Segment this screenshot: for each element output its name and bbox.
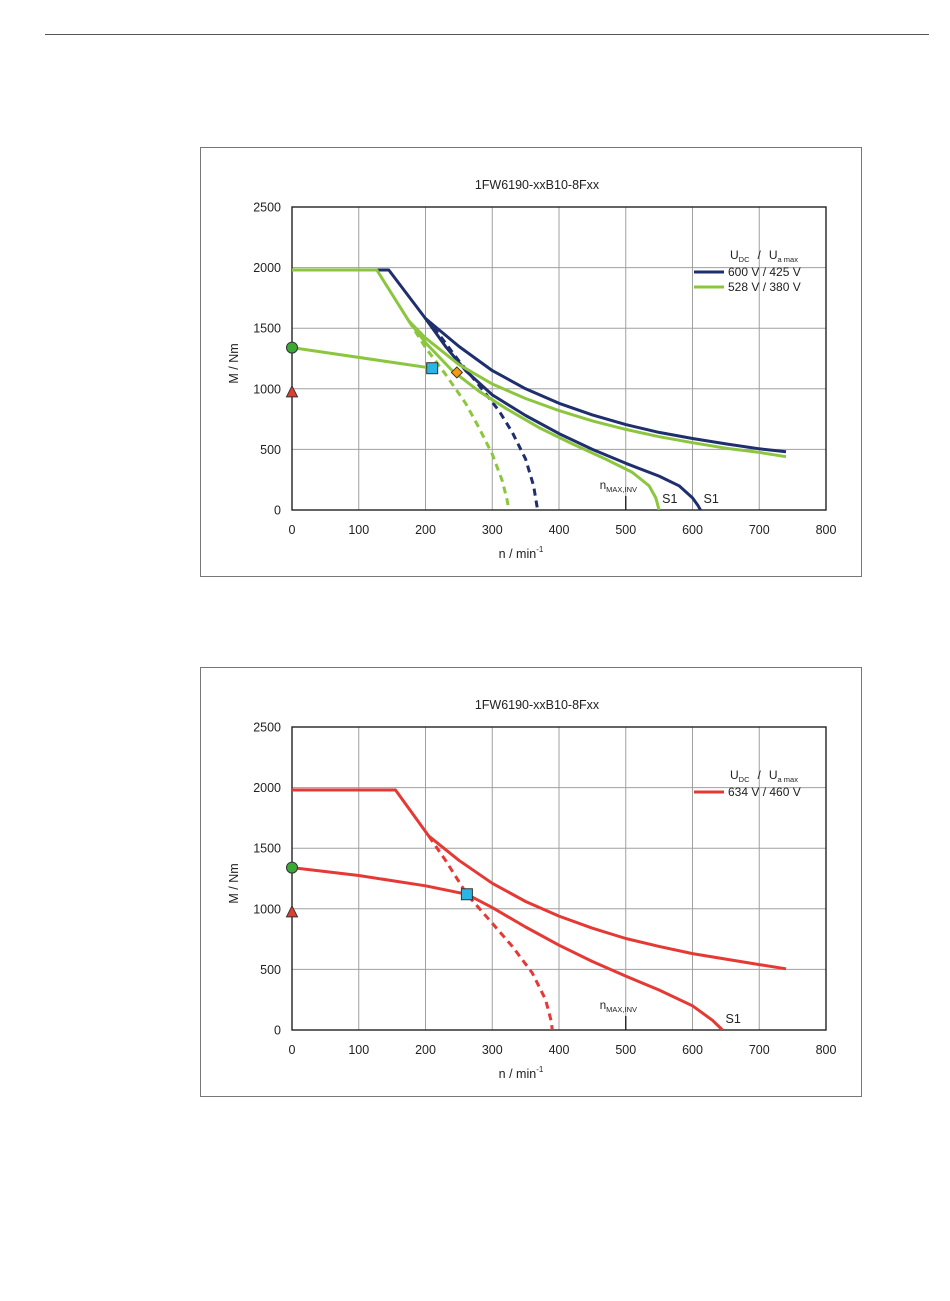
legend-header-u: U bbox=[730, 768, 739, 782]
series-1-curve-1-solid bbox=[407, 319, 661, 510]
legend-header-dc: DC bbox=[739, 255, 750, 264]
series-1-curve-2-dashed bbox=[407, 320, 511, 510]
nmax-label-sub: MAX,INV bbox=[606, 1005, 637, 1014]
series-0-curve-1-solid bbox=[424, 317, 702, 510]
x-tick-label: 400 bbox=[549, 1043, 570, 1057]
legend-header-amax: a max bbox=[778, 775, 799, 784]
y-tick-label: 500 bbox=[260, 963, 281, 977]
marker-triangle bbox=[285, 904, 299, 918]
series-1-curve-3-solid bbox=[292, 346, 433, 370]
x-tick-label: 600 bbox=[682, 523, 703, 537]
y-tick-label: 2000 bbox=[253, 261, 281, 275]
x-tick-label: 100 bbox=[348, 523, 369, 537]
chart-title: 1FW6190-xxB10-8Fxx bbox=[475, 698, 600, 712]
x-tick-label: 400 bbox=[549, 523, 570, 537]
nmax-label-sub: MAX,INV bbox=[606, 485, 637, 494]
x-tick-label: 800 bbox=[816, 523, 837, 537]
x-tick-label: 0 bbox=[289, 523, 296, 537]
y-tick-label: 2500 bbox=[253, 721, 281, 735]
legend-header-amax: a max bbox=[778, 255, 799, 264]
y-tick-label: 500 bbox=[260, 443, 281, 457]
x-tick-label: 300 bbox=[482, 523, 503, 537]
y-tick-label: 1500 bbox=[253, 842, 281, 856]
legend-header: UDC / Ua max bbox=[730, 248, 798, 264]
series-0-curve-1-solid bbox=[292, 866, 724, 1030]
chart-title: 1FW6190-xxB10-8Fxx bbox=[475, 178, 600, 192]
series-0-curve-0-solid bbox=[292, 268, 787, 454]
x-tick-label: 100 bbox=[348, 1043, 369, 1057]
nmax-label: nMAX,INV bbox=[600, 480, 637, 494]
y-tick-label: 1000 bbox=[253, 902, 281, 916]
marker-diamond bbox=[450, 366, 464, 379]
x-axis-label: n / min-1 bbox=[499, 545, 544, 561]
top-rule bbox=[45, 34, 929, 35]
legend-header-dc: DC bbox=[739, 775, 750, 784]
legend-entry-label: 600 V / 425 V bbox=[728, 265, 801, 279]
nmax-label-n: n bbox=[600, 480, 606, 492]
marker-circle bbox=[286, 341, 298, 354]
chart-torque-speed-1: 1FW6190-xxB10-8Fxx 0 100 200 300 400 500 600 700… bbox=[200, 147, 862, 577]
x-tick-label: 800 bbox=[816, 1043, 837, 1057]
legend-header-slash: / bbox=[758, 248, 762, 262]
marker-square bbox=[426, 362, 439, 375]
x-axis-label: n / min-1 bbox=[499, 1065, 544, 1081]
marker-triangle bbox=[285, 384, 299, 398]
y-tick-label: 2500 bbox=[253, 201, 281, 215]
y-tick-label: 0 bbox=[274, 1024, 281, 1038]
y-tick-label: 2000 bbox=[253, 781, 281, 795]
chart-svg-1: 1FW6190-xxB10-8Fxx 0 100 200 300 400 500 600 700… bbox=[227, 178, 837, 561]
x-tick-label: 500 bbox=[615, 523, 636, 537]
y-axis-label: M / Nm bbox=[227, 863, 241, 903]
y-axis-label: M / Nm bbox=[227, 343, 241, 383]
series-0-curve-2-dashed bbox=[427, 835, 554, 1030]
chart-svg-2: 1FW6190-xxB10-8Fxx 0 100 200 300 400 500 600 700… bbox=[227, 698, 837, 1081]
x-axis-label-text: n / min bbox=[499, 1067, 537, 1081]
s1-label: S1 bbox=[662, 492, 677, 506]
x-tick-label: 700 bbox=[749, 1043, 770, 1057]
x-tick-label: 200 bbox=[415, 1043, 436, 1057]
x-tick-label: 0 bbox=[289, 1043, 296, 1057]
s1-label: S1 bbox=[704, 492, 719, 506]
y-tick-label: 0 bbox=[274, 504, 281, 518]
x-axis-label-sup: -1 bbox=[536, 1065, 544, 1074]
legend-header-u: U bbox=[730, 248, 739, 262]
marker-circle bbox=[286, 861, 298, 874]
x-tick-label: 600 bbox=[682, 1043, 703, 1057]
nmax-label-n: n bbox=[600, 1000, 606, 1012]
legend-header-slash: / bbox=[758, 768, 762, 782]
y-tick-label: 1000 bbox=[253, 382, 281, 396]
series-0-curve-0-solid bbox=[292, 788, 787, 971]
legend-header: UDC / Ua max bbox=[730, 768, 798, 784]
x-tick-label: 500 bbox=[615, 1043, 636, 1057]
x-tick-label: 700 bbox=[749, 523, 770, 537]
x-tick-label: 300 bbox=[482, 1043, 503, 1057]
legend-entry-label: 528 V / 380 V bbox=[728, 280, 801, 294]
legend-header-ua: U bbox=[769, 248, 778, 262]
y-tick-label: 1500 bbox=[253, 322, 281, 336]
plot-frame bbox=[291, 206, 827, 511]
legend-entry-label: 634 V / 460 V bbox=[728, 785, 801, 799]
plot-frame bbox=[291, 726, 827, 1031]
marker-square bbox=[460, 888, 473, 901]
x-tick-label: 200 bbox=[415, 523, 436, 537]
nmax-label: nMAX,INV bbox=[600, 1000, 637, 1014]
x-axis-label-text: n / min bbox=[499, 547, 537, 561]
legend-header-ua: U bbox=[769, 768, 778, 782]
s1-label: S1 bbox=[726, 1012, 741, 1026]
chart-torque-speed-2: 1FW6190-xxB10-8Fxx 0 100 200 300 400 500 600 700… bbox=[200, 667, 862, 1097]
x-axis-label-sup: -1 bbox=[536, 545, 544, 554]
